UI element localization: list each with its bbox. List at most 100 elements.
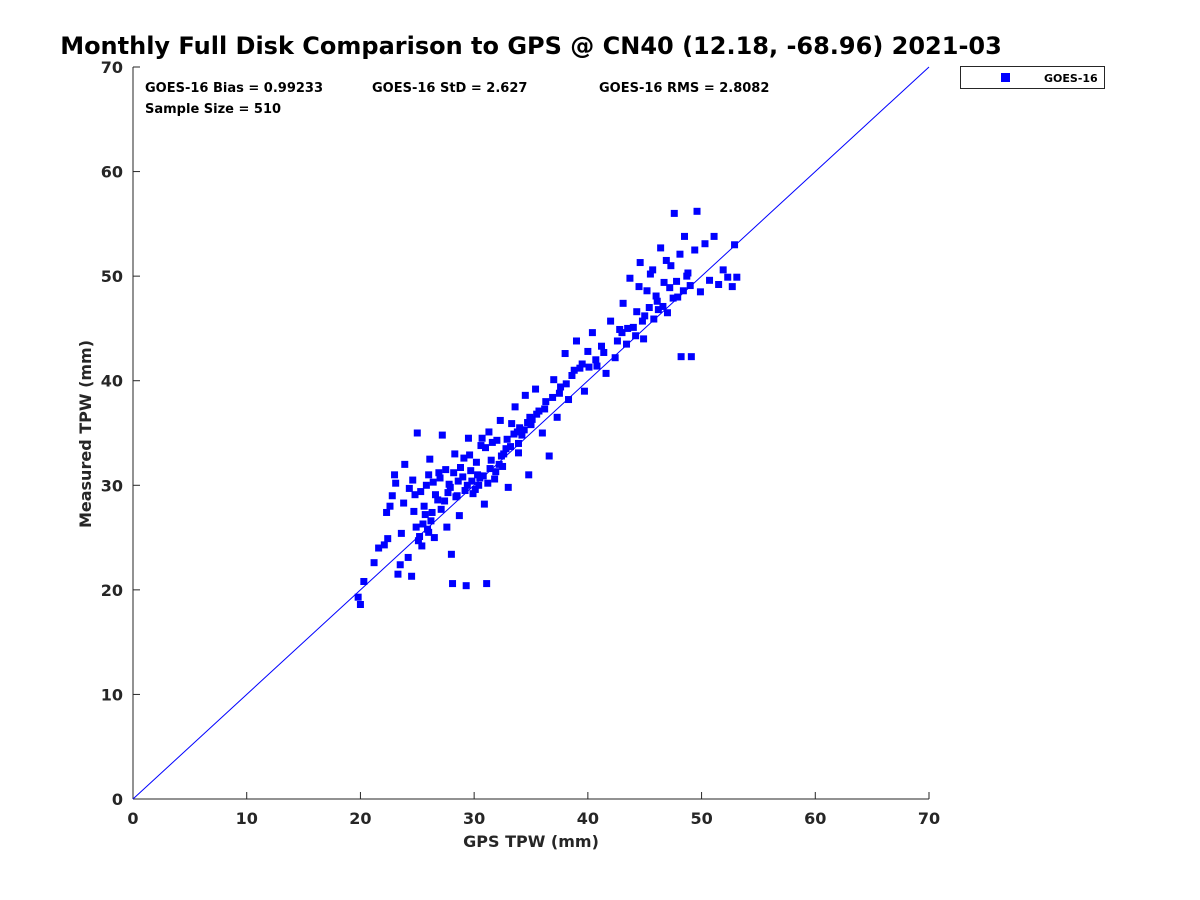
data-point xyxy=(459,473,467,481)
data-point xyxy=(356,600,364,608)
data-point xyxy=(429,478,437,486)
y-tick-label: 10 xyxy=(101,685,123,704)
data-point xyxy=(568,371,576,379)
data-point xyxy=(478,434,486,442)
data-point xyxy=(436,474,444,482)
data-point xyxy=(613,337,621,345)
data-point xyxy=(488,438,496,446)
data-point xyxy=(491,475,499,483)
legend: GOES-16 xyxy=(960,66,1105,89)
data-point xyxy=(728,283,736,291)
x-tick-label: 30 xyxy=(463,809,485,828)
data-point xyxy=(701,240,709,248)
data-point xyxy=(460,454,468,462)
data-point xyxy=(510,430,518,438)
data-point xyxy=(410,507,418,515)
data-point xyxy=(480,500,488,508)
data-point xyxy=(467,467,475,475)
x-tick-label: 70 xyxy=(918,809,940,828)
data-point xyxy=(570,366,578,374)
data-point xyxy=(666,284,674,292)
data-point xyxy=(493,436,501,444)
data-point xyxy=(391,471,399,479)
data-point xyxy=(472,458,480,466)
data-point xyxy=(629,323,637,331)
data-point xyxy=(497,452,505,460)
data-point xyxy=(521,391,529,399)
data-point xyxy=(420,502,428,510)
data-point xyxy=(419,520,427,528)
data-point xyxy=(441,497,449,505)
legend-marker-goes-16 xyxy=(1001,73,1010,82)
data-point xyxy=(421,511,429,519)
data-point xyxy=(679,287,687,295)
data-point xyxy=(633,308,641,316)
data-point xyxy=(384,535,392,543)
data-point xyxy=(461,487,469,495)
data-point xyxy=(492,468,500,476)
data-point xyxy=(643,287,651,295)
x-tick-label: 20 xyxy=(349,809,371,828)
data-point xyxy=(691,246,699,254)
data-point xyxy=(659,302,667,310)
data-point xyxy=(518,431,526,439)
plot-area: 0 10 20 30 40 50 60 70 0 10 20 30 40 50 60 70 xyxy=(101,58,940,828)
data-point xyxy=(635,283,643,291)
data-point xyxy=(418,542,426,550)
data-point xyxy=(487,456,495,464)
data-point xyxy=(660,278,668,286)
data-point xyxy=(383,508,391,516)
data-point xyxy=(354,593,362,601)
sample-size-annotation: Sample Size = 510 xyxy=(145,102,281,117)
data-point xyxy=(514,449,522,457)
data-point xyxy=(645,304,653,312)
data-point xyxy=(484,479,492,487)
data-point xyxy=(580,387,588,395)
data-point xyxy=(565,396,573,404)
data-point xyxy=(504,483,512,491)
data-point xyxy=(466,451,474,459)
data-point xyxy=(496,416,504,424)
data-point xyxy=(588,329,596,337)
data-point xyxy=(538,429,546,437)
y-tick-label: 20 xyxy=(101,581,123,600)
y-tick-label: 50 xyxy=(101,267,123,286)
data-point xyxy=(424,525,432,533)
data-point xyxy=(541,405,549,413)
data-point xyxy=(452,493,460,501)
data-point xyxy=(360,577,368,585)
data-point xyxy=(619,299,627,307)
data-point xyxy=(431,491,439,499)
data-point xyxy=(572,337,580,345)
data-point xyxy=(508,420,516,428)
data-point xyxy=(624,324,632,332)
data-point xyxy=(425,471,433,479)
y-axis-ticks: 0 10 20 30 40 50 60 70 xyxy=(101,58,140,809)
data-point xyxy=(653,297,661,305)
data-point xyxy=(462,582,470,590)
data-point xyxy=(686,282,694,290)
data-point xyxy=(652,292,660,300)
legend-box xyxy=(960,66,1105,89)
data-point xyxy=(638,317,646,325)
data-point xyxy=(392,479,400,487)
data-point xyxy=(411,491,419,499)
data-point xyxy=(511,403,519,411)
data-point xyxy=(607,317,615,325)
data-point xyxy=(719,266,727,274)
data-point xyxy=(525,471,533,479)
data-point xyxy=(456,464,464,472)
data-point xyxy=(681,232,689,240)
data-point xyxy=(388,492,396,500)
data-point xyxy=(435,469,443,477)
data-point xyxy=(677,353,685,361)
data-point xyxy=(370,559,378,567)
data-point xyxy=(555,389,563,397)
data-point xyxy=(397,529,405,537)
data-point xyxy=(623,340,631,348)
data-point xyxy=(693,207,701,215)
data-point xyxy=(687,353,695,361)
data-point xyxy=(514,439,522,447)
y-tick-label: 0 xyxy=(112,790,123,809)
y-tick-label: 30 xyxy=(101,476,123,495)
